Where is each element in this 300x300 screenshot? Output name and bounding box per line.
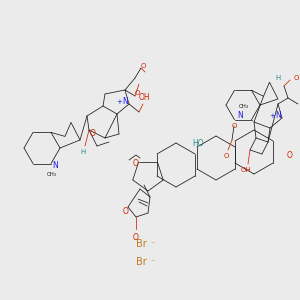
Text: N: N: [275, 112, 281, 121]
Text: O: O: [90, 130, 96, 139]
Text: N: N: [237, 112, 243, 121]
Text: N: N: [52, 161, 58, 170]
Text: HO: HO: [192, 139, 204, 148]
Text: +: +: [116, 99, 122, 105]
Text: Br: Br: [136, 239, 147, 249]
Text: O: O: [133, 158, 139, 167]
Text: O: O: [140, 63, 146, 69]
Text: CH₃: CH₃: [239, 103, 249, 109]
Text: H: H: [80, 149, 86, 155]
Text: OH: OH: [139, 94, 151, 103]
Text: +: +: [269, 113, 275, 119]
Text: O: O: [293, 75, 299, 81]
Text: O: O: [223, 153, 229, 159]
Text: OH: OH: [241, 167, 251, 173]
Text: ⁻: ⁻: [150, 239, 154, 248]
Text: O: O: [287, 151, 293, 160]
Text: CH₃: CH₃: [47, 172, 57, 178]
Text: ⁻: ⁻: [150, 257, 154, 266]
Text: N: N: [122, 98, 128, 106]
Text: O: O: [134, 90, 140, 96]
Text: Br: Br: [136, 257, 147, 267]
Text: O: O: [231, 123, 237, 129]
Text: O: O: [133, 232, 139, 242]
Text: H: H: [275, 75, 281, 81]
Text: O: O: [123, 206, 129, 215]
